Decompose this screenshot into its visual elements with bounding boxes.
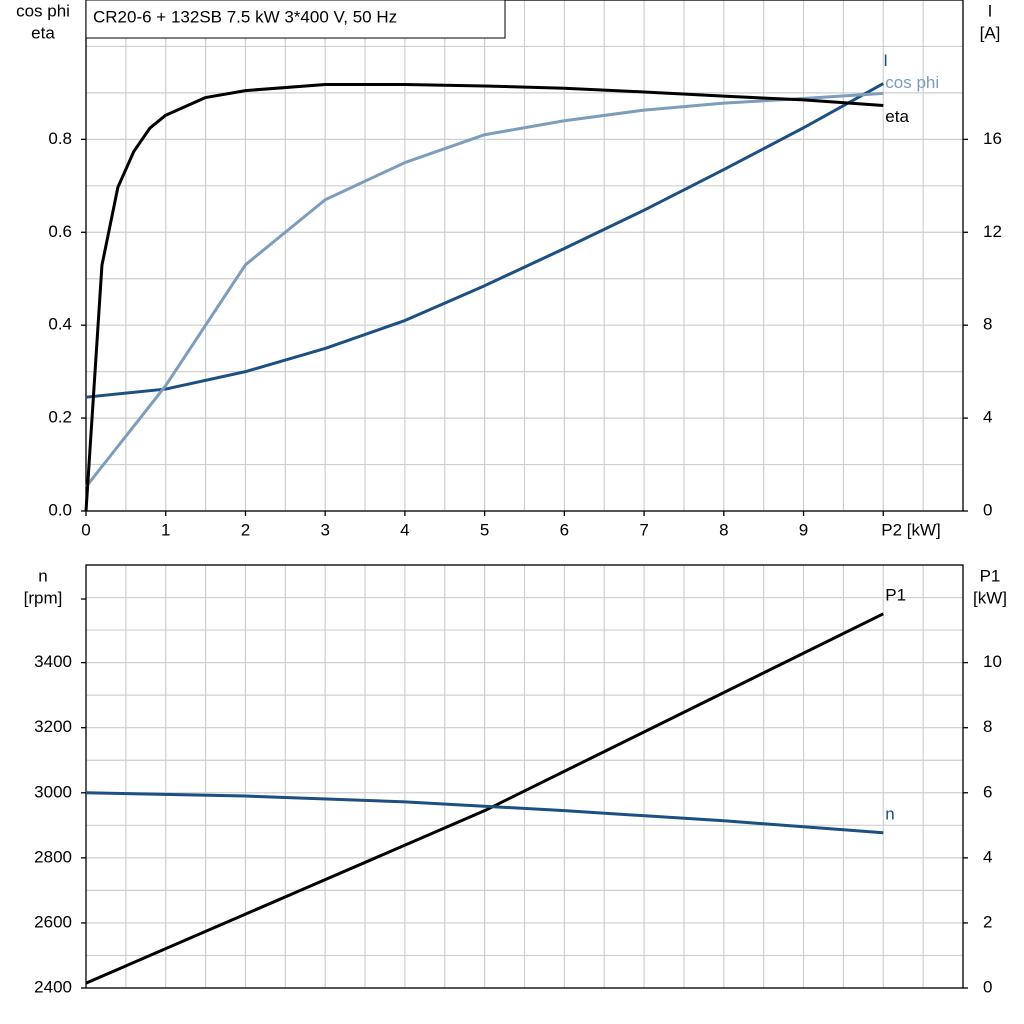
- y2-axis-label: [kW]: [973, 588, 1007, 607]
- series-label: P1: [885, 585, 906, 604]
- y2-axis-label: P1: [980, 566, 1001, 585]
- y-tick-label: 2400: [34, 977, 72, 996]
- x-tick-label: 8: [719, 520, 728, 539]
- x-tick-label: 3: [320, 520, 329, 539]
- y-tick-label: 2800: [34, 847, 72, 866]
- series-label: eta: [885, 107, 909, 126]
- y2-tick-label: 0: [983, 500, 992, 519]
- y2-tick-label: 0: [983, 977, 992, 996]
- chart-title: CR20-6 + 132SB 7.5 kW 3*400 V, 50 Hz: [93, 7, 397, 26]
- series-label: I: [883, 51, 888, 70]
- y-axis-label: cos phi: [16, 1, 70, 20]
- y2-axis-label: [A]: [980, 23, 1001, 42]
- series-line: [84, 83, 884, 512]
- series-label: cos phi: [885, 73, 939, 92]
- series-line: [85, 82, 884, 399]
- x-tick-label: 5: [480, 520, 489, 539]
- series-line: [85, 791, 884, 835]
- y2-axis-label: I: [988, 1, 993, 20]
- series-label: n: [885, 804, 894, 823]
- x-tick-label: 4: [400, 520, 409, 539]
- y2-tick-label: 6: [983, 782, 992, 801]
- y-tick-label: 3400: [34, 652, 72, 671]
- y2-tick-label: 8: [983, 717, 992, 736]
- y-tick-label: 2600: [34, 912, 72, 931]
- y-tick-label: 0.0: [48, 500, 72, 519]
- y-axis-label: [rpm]: [24, 588, 63, 607]
- y2-tick-label: 2: [983, 912, 992, 931]
- y-tick-label: 3200: [34, 717, 72, 736]
- y2-tick-label: 16: [983, 129, 1002, 148]
- series-line: [85, 612, 884, 985]
- y-tick-label: 0.8: [48, 129, 72, 148]
- y-tick-label: 0.6: [48, 222, 72, 241]
- y2-tick-label: 4: [983, 408, 992, 427]
- plot-frame: [85, 564, 964, 989]
- y-tick-label: 0.4: [48, 315, 72, 334]
- x-tick-label: 2: [241, 520, 250, 539]
- y-axis-label: n: [38, 566, 47, 585]
- y2-tick-label: 8: [983, 315, 992, 334]
- title-box: [85, 0, 506, 39]
- x-tick-label: P2 [kW]: [881, 520, 941, 539]
- y2-tick-label: 10: [983, 652, 1002, 671]
- series-line: [84, 91, 884, 488]
- y-tick-label: 0.2: [48, 408, 72, 427]
- x-tick-label: 7: [639, 520, 648, 539]
- x-tick-label: 0: [81, 520, 90, 539]
- y-axis-label: eta: [31, 23, 55, 42]
- y2-tick-label: 12: [983, 222, 1002, 241]
- plot-frame: [85, 0, 964, 512]
- x-tick-label: 1: [161, 520, 170, 539]
- x-tick-label: 6: [560, 520, 569, 539]
- y-tick-label: 3000: [34, 782, 72, 801]
- y2-tick-label: 4: [983, 847, 992, 866]
- x-tick-label: 9: [799, 520, 808, 539]
